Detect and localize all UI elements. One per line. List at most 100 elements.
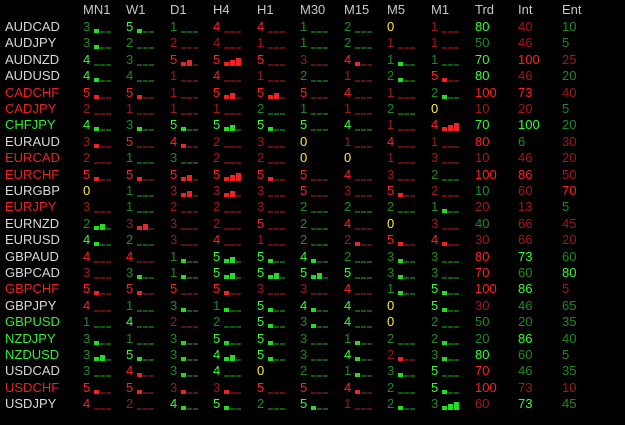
strength-cell-d1: 3: [170, 380, 210, 396]
pair-row-audusd[interactable]: AUDUSD 4 4 1 4 1 2 1 2 5 80 46 20: [0, 68, 625, 84]
strength-bar-segment: [236, 80, 241, 83]
pair-row-usdcad[interactable]: USDCAD 3 4 3 4 0 2 1 3 5 70 46 35: [0, 363, 625, 379]
symbol-label[interactable]: CADJPY: [5, 101, 57, 116]
strength-value: 2: [431, 84, 439, 100]
symbol-label[interactable]: EURCHF: [5, 166, 60, 182]
symbol-label[interactable]: EURAUD: [5, 133, 60, 149]
symbol-label[interactable]: USDJPY: [5, 396, 57, 412]
strength-bar-segment: [311, 258, 316, 263]
strength-value: 5: [257, 379, 265, 395]
pair-row-audnzd[interactable]: AUDNZD 4 3 5 5 5 3 4 1 1 70 100 25: [0, 52, 625, 68]
pair-row-gbpusd[interactable]: GBPUSD 1 4 2 2 5 3 4 0 2 50 20 35: [0, 314, 625, 330]
strength-cell-h1: 5: [257, 52, 297, 68]
strength-cell-w1: 4: [126, 68, 166, 84]
pair-row-chfjpy[interactable]: CHFJPY 4 3 5 5 5 5 4 1 4 70 100 20: [0, 117, 625, 133]
pair-row-gbpcad[interactable]: GBPCAD 3 3 1 5 5 5 5 3 3 70 60 80: [0, 265, 625, 281]
strength-cell-m5: 1: [387, 150, 427, 166]
symbol-label[interactable]: EURCAD: [5, 150, 60, 166]
strength-bar: [137, 140, 155, 148]
strength-value: 5: [170, 51, 178, 67]
strength-bar: [137, 287, 155, 296]
strength-value: 2: [83, 215, 91, 231]
strength-bar: [268, 107, 286, 115]
strength-bar-segment: [280, 145, 285, 148]
strength-cell-h1: 0: [257, 363, 297, 379]
pair-row-euraud[interactable]: EURAUD 3 5 4 2 3 0 1 4 1 80 6 30: [0, 134, 625, 150]
symbol-label[interactable]: EURUSD: [5, 232, 60, 248]
strength-bar-segment: [236, 391, 241, 394]
strength-bar-segment: [367, 178, 372, 181]
strength-bar-segment: [404, 129, 409, 132]
symbol-label[interactable]: NZDUSD: [5, 347, 60, 362]
pair-row-cadjpy[interactable]: CADJPY 2 1 1 1 2 1 1 2 0 10 20 5: [0, 101, 625, 117]
symbol-label[interactable]: CADCHF: [5, 84, 60, 100]
strength-cell-mn1: 4: [83, 68, 123, 84]
symbol-label[interactable]: GBPCHF: [5, 281, 60, 297]
pair-row-usdjpy[interactable]: USDJPY 4 2 4 5 2 5 1 2 3 60 73 45: [0, 396, 625, 412]
strength-bar-segment: [268, 176, 273, 181]
strength-bar-segment: [323, 129, 328, 132]
symbol-label[interactable]: AUDNZD: [5, 51, 60, 67]
symbol-label[interactable]: GBPJPY: [5, 297, 57, 313]
strength-bar-segment: [181, 275, 186, 279]
strength-bar: [311, 320, 329, 329]
pair-row-eurcad[interactable]: EURCAD 2 1 3 2 2 0 0 1 3 10 46 20: [0, 150, 625, 166]
strength-bar-segment: [361, 359, 366, 361]
pair-row-eurusd[interactable]: EURUSD 4 2 3 4 1 2 2 5 4 30 66 20: [0, 232, 625, 248]
strength-bar-segment: [106, 293, 111, 296]
pair-row-eurnzd[interactable]: EURNZD 2 3 3 2 5 2 4 0 3 40 66 45: [0, 216, 625, 232]
strength-value: 5: [300, 379, 308, 395]
pair-row-usdchf[interactable]: USDCHF 5 5 3 3 5 5 4 2 5 100 73 10: [0, 380, 625, 396]
strength-value: 1: [83, 314, 91, 330]
pair-row-gbpaud[interactable]: GBPAUD 4 4 1 5 5 4 2 3 3 80 73 60: [0, 249, 625, 265]
pair-row-eurchf[interactable]: EURCHF 5 5 5 5 5 5 4 3 2 100 86 50: [0, 167, 625, 183]
strength-value: 2: [257, 396, 265, 412]
strength-bar-segment: [323, 31, 328, 33]
symbol-label[interactable]: CHFJPY: [5, 117, 56, 133]
pair-row-nzdusd[interactable]: NZDUSD 3 5 3 4 5 3 4 2 3 80 60 5: [0, 347, 625, 363]
strength-value: 3: [170, 297, 178, 313]
strength-bar-segment: [224, 61, 229, 66]
strength-bar-segment: [268, 195, 273, 197]
symbol-label[interactable]: EURNZD: [5, 215, 60, 231]
pair-row-audjpy[interactable]: AUDJPY 3 2 2 4 1 1 2 1 1 50 46 5: [0, 35, 625, 51]
symbol-label[interactable]: GBPAUD: [5, 248, 59, 264]
strength-bar-segment: [280, 408, 285, 411]
strength-bar-segment: [323, 80, 328, 83]
strength-bar-segment: [442, 242, 447, 247]
symbol-label[interactable]: AUDUSD: [5, 68, 60, 84]
strength-bar-segment: [181, 373, 186, 378]
symbol-label[interactable]: EURJPY: [5, 199, 57, 215]
strength-bar-segment: [280, 113, 285, 115]
pair-row-gbpchf[interactable]: GBPCHF 5 5 5 5 3 3 4 1 5 100 86 5: [0, 281, 625, 297]
symbol-label[interactable]: USDCAD: [5, 363, 60, 379]
strength-bar-segment: [274, 63, 279, 66]
strength-value: 3: [300, 51, 308, 67]
strength-bar: [355, 173, 373, 181]
pair-row-audcad[interactable]: AUDCAD 3 5 1 4 4 1 2 0 1 80 40 10: [0, 19, 625, 35]
strength-bar-segment: [100, 326, 105, 329]
strength-bar-segment: [355, 293, 360, 296]
strength-cell-m1: 2: [431, 314, 471, 330]
symbol-label[interactable]: GBPUSD: [5, 314, 60, 330]
symbol-label[interactable]: EURGBP: [5, 183, 60, 198]
pair-row-eurjpy[interactable]: EURJPY 3 1 2 2 3 2 2 2 1 20 13 5: [0, 199, 625, 215]
symbol-label[interactable]: NZDJPY: [5, 330, 56, 346]
symbol-label[interactable]: AUDCAD: [5, 19, 60, 34]
symbol-label[interactable]: USDCHF: [5, 379, 60, 395]
strength-cell-m5: 0: [387, 298, 427, 314]
strength-value: 0: [83, 183, 91, 198]
strength-bar: [94, 222, 112, 230]
strength-bar-segment: [398, 162, 403, 165]
pair-row-gbpjpy[interactable]: GBPJPY 4 1 3 1 5 4 4 0 5 30 46 65: [0, 298, 625, 314]
pair-row-cadchf[interactable]: CADCHF 5 5 1 5 5 5 4 1 2 100 73 40: [0, 85, 625, 101]
strength-bar: [137, 91, 155, 99]
strength-bar: [355, 369, 373, 378]
pair-row-eurgbp[interactable]: EURGBP 0 1 3 3 3 5 3 5 2 10 60 70: [0, 183, 625, 199]
pair-row-nzdjpy[interactable]: NZDJPY 3 1 3 5 5 3 1 2 2 20 86 40: [0, 331, 625, 347]
symbol-label[interactable]: GBPCAD: [5, 265, 60, 280]
strength-bar-segment: [268, 324, 273, 329]
strength-bar: [181, 271, 199, 279]
strength-bar-segment: [410, 211, 415, 214]
symbol-label[interactable]: AUDJPY: [5, 35, 57, 51]
